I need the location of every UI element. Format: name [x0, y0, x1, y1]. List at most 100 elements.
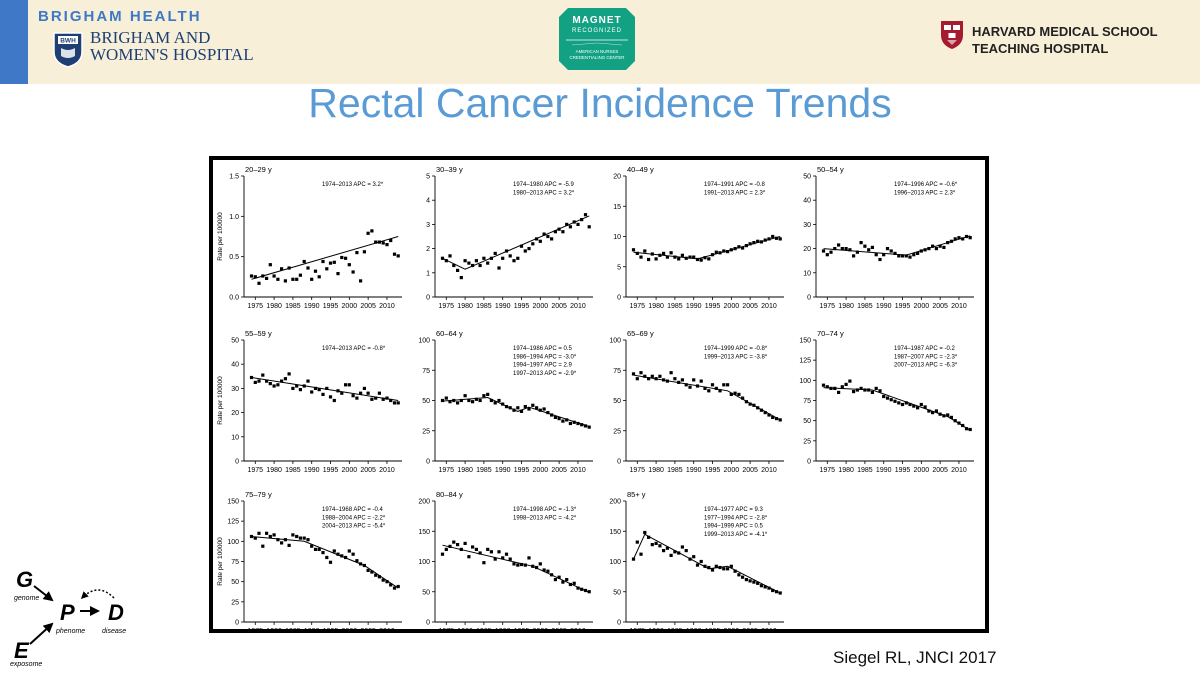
- y-tick-label: 150: [227, 499, 239, 506]
- x-tick-label: 2010: [951, 467, 967, 474]
- data-point: [280, 267, 284, 271]
- x-tick-label: 1985: [857, 467, 873, 474]
- apc-annotation: 1998–2013 APC = -4.2*: [513, 515, 577, 521]
- x-tick-label: 2005: [360, 467, 376, 474]
- y-tick-label: 50: [231, 338, 239, 345]
- y-tick-label: 10: [613, 234, 621, 241]
- data-point: [444, 396, 448, 400]
- data-point: [927, 247, 931, 251]
- data-point: [489, 550, 493, 554]
- x-tick-label: 2010: [761, 303, 777, 310]
- data-point: [714, 564, 718, 568]
- data-point: [452, 540, 456, 544]
- data-point: [456, 268, 460, 272]
- data-point: [497, 398, 501, 403]
- data-point: [654, 377, 658, 381]
- data-point: [572, 220, 576, 224]
- data-point: [351, 394, 355, 398]
- y-tick-label: 75: [803, 398, 811, 405]
- data-point: [310, 544, 314, 548]
- data-point: [870, 390, 874, 394]
- bwh-logo[interactable]: BRIGHAM HEALTH BWH BRIGHAM AND WOMEN'S H…: [38, 8, 254, 68]
- data-point: [748, 242, 752, 246]
- gpd-label-exposome: exposome: [10, 661, 42, 668]
- data-point: [867, 388, 871, 392]
- data-point: [385, 580, 389, 584]
- data-point: [448, 254, 452, 258]
- apc-annotation: 1997–2013 APC = -2.9*: [513, 371, 577, 377]
- data-point: [957, 236, 961, 240]
- apc-annotation: 1986–1994 APC = -3.0*: [513, 354, 577, 360]
- data-point: [272, 384, 276, 388]
- data-point: [722, 567, 726, 571]
- x-tick-label: 1975: [629, 467, 645, 474]
- x-tick-label: 1975: [247, 628, 263, 629]
- data-point: [744, 400, 748, 404]
- data-point: [923, 248, 927, 252]
- data-point: [771, 234, 775, 239]
- data-point: [276, 277, 280, 281]
- data-point: [912, 404, 916, 408]
- data-point: [658, 374, 662, 378]
- y-tick-label: 125: [799, 358, 811, 365]
- y-tick-label: 100: [609, 338, 621, 345]
- data-point: [302, 259, 306, 264]
- data-point: [665, 379, 669, 383]
- x-tick-label: 1995: [705, 303, 721, 310]
- x-tick-label: 2000: [724, 303, 740, 310]
- data-point: [535, 237, 539, 241]
- data-point: [459, 276, 463, 280]
- data-point: [859, 386, 863, 390]
- data-point: [572, 581, 576, 585]
- y-tick-label: 200: [609, 499, 621, 506]
- data-point: [478, 263, 482, 268]
- data-point: [516, 256, 520, 260]
- data-point: [774, 417, 779, 421]
- gpd-letter-p: P: [60, 600, 75, 625]
- data-point: [703, 386, 707, 390]
- apc-annotation: 1999–2013 APC = -3.8*: [704, 354, 768, 360]
- x-tick-label: 1995: [514, 628, 530, 629]
- harvard-shield-icon[interactable]: [940, 20, 964, 50]
- apc-annotation: 1988–2004 APC = -2.2*: [322, 515, 386, 521]
- data-point: [580, 423, 584, 427]
- y-tick-label: 0.0: [229, 295, 239, 302]
- x-tick-label: 1985: [285, 467, 301, 474]
- trend-line: [251, 377, 399, 401]
- apc-annotation: 1974–1980 APC = -5.9: [513, 182, 575, 188]
- data-point: [478, 398, 482, 403]
- x-tick-label: 2010: [570, 628, 586, 629]
- data-point: [767, 586, 771, 590]
- slide-title: Rectal Cancer Incidence Trends: [308, 80, 892, 126]
- data-point: [778, 418, 782, 422]
- apc-annotation: 1999–2013 APC = -4.1*: [704, 532, 768, 538]
- data-point: [942, 245, 946, 249]
- data-point: [684, 256, 688, 260]
- data-point: [889, 249, 893, 253]
- x-tick-label: 2010: [379, 303, 395, 310]
- data-point: [283, 538, 287, 542]
- data-point: [253, 536, 257, 540]
- data-point: [332, 398, 336, 403]
- data-point: [321, 392, 325, 396]
- data-point: [550, 413, 554, 417]
- data-point: [662, 251, 666, 255]
- x-tick-label: 1985: [476, 467, 492, 474]
- data-point: [374, 573, 378, 577]
- data-point: [938, 412, 942, 416]
- data-point: [669, 251, 673, 255]
- data-point: [463, 541, 467, 545]
- brand-accent-strip: [0, 0, 28, 84]
- data-point: [837, 390, 841, 394]
- data-point: [508, 406, 512, 410]
- data-point: [669, 553, 673, 557]
- data-point: [459, 398, 463, 403]
- x-tick-label: 1995: [514, 303, 530, 310]
- x-tick-label: 2005: [551, 628, 567, 629]
- magnet-badge[interactable]: MAGNET RECOGNIZED AMERICAN NURSES CREDEN…: [558, 7, 636, 71]
- apc-annotation: 1974–1996 APC = -0.6*: [894, 182, 958, 188]
- data-point: [692, 255, 696, 259]
- d-to-p-feedback-arrow: [80, 589, 115, 600]
- data-point: [265, 379, 269, 383]
- data-point: [389, 398, 393, 403]
